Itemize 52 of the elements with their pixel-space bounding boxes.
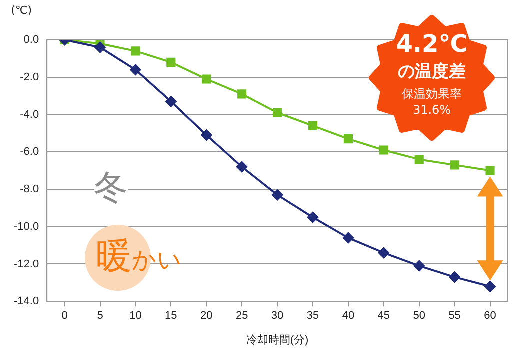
y-tick-label: 0.0 — [24, 34, 40, 46]
point — [307, 212, 318, 224]
annotation: 保温効果率 — [402, 86, 462, 103]
x-tick-label: 40 — [342, 310, 355, 322]
point — [308, 121, 318, 130]
point — [201, 130, 212, 141]
x-tick-label: 25 — [236, 310, 248, 322]
point — [449, 272, 460, 283]
point — [238, 90, 247, 99]
point — [94, 42, 106, 53]
point — [379, 146, 388, 155]
y-axis-title: (℃) — [11, 4, 32, 17]
point — [273, 108, 282, 118]
y-tick-label: -2.0 — [20, 71, 40, 84]
x-tick-label: 50 — [413, 310, 426, 322]
point — [202, 74, 212, 84]
point — [344, 134, 353, 144]
x-tick-label: 10 — [130, 310, 142, 322]
point — [236, 162, 248, 173]
point — [486, 166, 495, 176]
point — [166, 58, 176, 67]
annotation: 暖かい — [96, 236, 182, 277]
x-tick-label: 0 — [62, 310, 68, 322]
x-tick-label: 15 — [165, 310, 178, 322]
point — [166, 96, 177, 108]
annotation: の温度差 — [398, 61, 466, 83]
x-tick-label: 45 — [378, 310, 390, 322]
y-tick-label: -12.0 — [14, 258, 40, 270]
x-tick-label: 55 — [448, 310, 461, 322]
point — [342, 232, 354, 244]
point — [414, 155, 424, 164]
x-tick-label: 5 — [97, 310, 104, 322]
point — [131, 46, 140, 56]
y-tick-label: -4.0 — [20, 108, 40, 121]
y-tick-label: -14.0 — [14, 296, 40, 308]
point — [272, 190, 284, 201]
annotation: 4.2℃ — [396, 30, 468, 58]
x-tick-label: 35 — [306, 310, 320, 322]
x-tick-label: 60 — [484, 310, 496, 322]
annotation: 31.6% — [412, 103, 452, 117]
point — [484, 281, 496, 292]
annotation: 冬 — [94, 168, 128, 208]
y-tick-label: -10.0 — [14, 220, 40, 233]
point — [130, 64, 142, 76]
point — [378, 248, 390, 259]
y-tick-label: -6.0 — [20, 146, 40, 158]
x-tick-label: 30 — [271, 310, 284, 322]
y-tick-label: -8.0 — [20, 184, 40, 196]
x-tick-label: 20 — [200, 310, 213, 322]
x-axis-title: 冷却時間(分) — [246, 333, 309, 346]
point — [414, 260, 425, 272]
point — [450, 160, 460, 170]
